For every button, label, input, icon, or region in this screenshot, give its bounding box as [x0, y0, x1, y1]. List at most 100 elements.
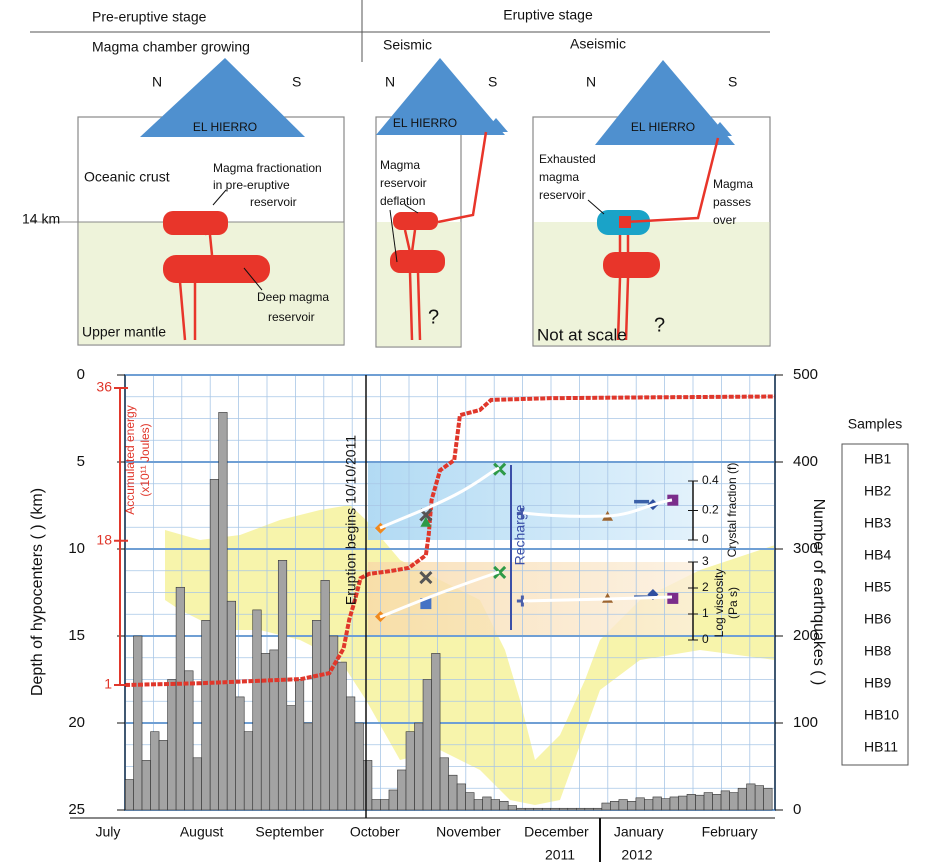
legend-title: Samples	[848, 416, 902, 432]
cf-tick-label: 0	[702, 532, 709, 546]
legend-label: HB2	[864, 483, 891, 499]
legend-label: HB1	[864, 451, 891, 467]
histogram-bar	[312, 620, 322, 811]
year-label: 2012	[621, 847, 652, 863]
histogram-bar	[627, 800, 637, 811]
histogram-bar	[584, 807, 594, 811]
histogram-bar	[201, 620, 211, 811]
label: Oceanic crust	[84, 169, 170, 185]
mantle	[533, 222, 770, 346]
y2-tick-label: 500	[793, 366, 818, 383]
histogram-bar	[269, 649, 279, 811]
histogram-bar	[686, 794, 696, 811]
histogram-bar	[209, 479, 219, 811]
arrow	[404, 204, 419, 214]
label: Deep magma	[257, 290, 329, 304]
label: Exhausted	[539, 152, 596, 166]
legend-label: HB5	[864, 579, 891, 595]
histogram-bar	[286, 705, 296, 811]
histogram-bar	[644, 799, 654, 811]
histogram-bar	[576, 807, 586, 811]
histogram-bar	[175, 586, 185, 811]
sample-point	[419, 571, 433, 585]
energy-tick-label: 1	[104, 676, 112, 692]
histogram-bar	[397, 769, 407, 811]
reservoir	[619, 216, 631, 228]
y2-axis-label: Number of earthquakes ( )	[810, 499, 827, 686]
legend-label: HB4	[864, 547, 891, 563]
histogram-bar	[226, 600, 236, 811]
x-tick-label: January	[614, 824, 664, 840]
sample-point	[667, 592, 679, 604]
north: N	[586, 74, 596, 90]
histogram-bar	[414, 722, 424, 811]
histogram-bar	[346, 696, 356, 811]
reservoir	[163, 211, 228, 235]
histogram-bar	[235, 696, 245, 811]
lv-tick-label: 1	[702, 606, 709, 620]
sample-point	[420, 516, 432, 527]
lv-tick-label: 0	[702, 632, 709, 646]
conduit	[178, 212, 215, 341]
legend-label: HB9	[864, 675, 891, 691]
histogram-bar	[524, 807, 535, 811]
y-tick-label: 25	[68, 801, 85, 818]
island-label: EL HIERRO	[631, 120, 695, 134]
histogram-bar	[754, 785, 764, 811]
histogram-bar	[141, 760, 151, 811]
lv-tick-label: 3	[702, 554, 709, 568]
histogram-bar	[516, 807, 526, 811]
x-tick-label: November	[436, 824, 501, 840]
overlay: Eruption begins 10/10/2011 Recharge 2011…	[29, 366, 909, 863]
island	[595, 60, 735, 145]
y-tick-label: 0	[77, 366, 85, 383]
trend-line	[379, 466, 500, 530]
cf-tick-label: 0.2	[702, 503, 719, 517]
histogram-bar	[192, 757, 202, 811]
sample-point	[667, 494, 679, 506]
lv-label: (Pa s)	[726, 587, 740, 619]
histogram-bar	[601, 802, 611, 811]
legend-label: HB8	[864, 643, 891, 659]
phase-label: Aseismic	[570, 36, 626, 52]
histogram-bar	[729, 792, 739, 811]
recharge-label: Recharge	[512, 504, 528, 565]
island-label: EL HIERRO	[393, 116, 457, 130]
x-tick-label: July	[96, 824, 121, 840]
histogram-bar	[507, 805, 518, 811]
histogram-bar	[678, 795, 688, 811]
histogram-bar	[763, 787, 773, 811]
histogram-bar	[363, 760, 373, 811]
reservoir	[163, 255, 270, 283]
histogram-bar	[431, 653, 441, 811]
histogram-bar	[260, 653, 271, 811]
y2-tick-label: 300	[793, 540, 818, 557]
y2-tick-label: 0	[793, 801, 801, 818]
south: S	[292, 74, 301, 90]
histogram-bar	[541, 807, 552, 811]
histogram-bar	[388, 789, 398, 811]
y-tick-label: 10	[68, 540, 85, 557]
lv-label: Log viscosity	[712, 569, 726, 638]
label: passes	[713, 195, 751, 209]
legend-label: HB11	[864, 739, 898, 755]
y2-tick-label: 100	[793, 714, 818, 731]
histogram-bar	[158, 740, 168, 811]
histogram-bar	[243, 731, 254, 811]
histogram-bar	[252, 609, 262, 811]
island-label: EL HIERRO	[193, 120, 257, 134]
histogram-bar	[405, 731, 415, 811]
island	[140, 58, 305, 137]
x-tick-label: February	[702, 824, 758, 840]
label: magma	[539, 170, 579, 184]
island	[708, 122, 732, 136]
histogram-bar	[703, 792, 713, 811]
sample-point	[493, 565, 507, 579]
y2-tick-label: 400	[793, 453, 818, 470]
phase-label: Seismic	[383, 37, 432, 53]
label: reservoir	[380, 176, 427, 190]
histogram-bar	[456, 783, 466, 811]
energy-label: Accumulated energy	[123, 405, 137, 514]
histogram-bar	[652, 796, 662, 811]
